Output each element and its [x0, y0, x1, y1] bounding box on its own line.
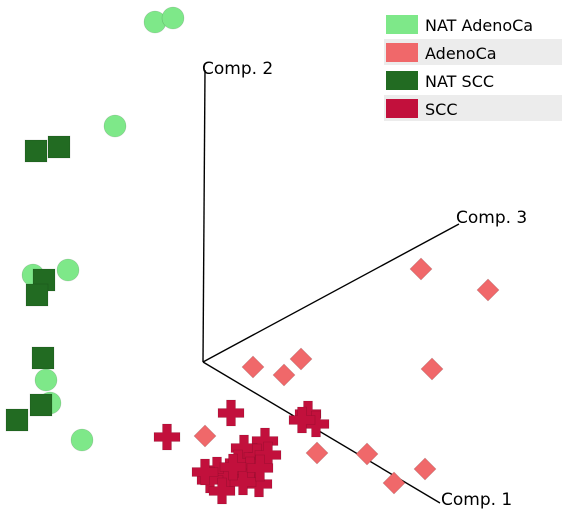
legend-label: SCC [425, 100, 458, 119]
axes-group: Comp. 2 Comp. 3 Comp. 1 [202, 59, 527, 510]
adenoca-point [241, 355, 265, 379]
legend-item-nat-scc: NAT SCC [386, 71, 494, 91]
scc-point [288, 406, 316, 434]
series-nat-adenoca [21, 6, 185, 452]
adenoca-point [272, 363, 296, 387]
legend-item-nat-adenoca: NAT AdenoCa [386, 15, 533, 35]
series-nat-scc [5, 135, 71, 432]
nat-adenoca-point [56, 258, 80, 282]
adenoca-point [289, 347, 313, 371]
data-points [5, 6, 500, 505]
scc-point [153, 423, 181, 451]
adenoca-point [355, 442, 379, 466]
axis-comp1-label: Comp. 1 [441, 490, 512, 510]
adenoca-point [193, 424, 217, 448]
legend-label: NAT SCC [425, 72, 494, 91]
scc-point [191, 458, 219, 486]
adenoca-point [420, 357, 444, 381]
legend-item-scc: SCC [384, 95, 562, 121]
nat-adenoca-point [70, 428, 94, 452]
axis-comp3-label: Comp. 3 [456, 208, 527, 228]
nat-adenoca-point [103, 114, 127, 138]
scc-point [246, 454, 274, 482]
nat-scc-point [47, 135, 71, 159]
legend-swatch [386, 15, 418, 34]
scc-point [217, 399, 245, 427]
series-scc [153, 399, 330, 505]
scc-point [208, 477, 236, 505]
series-adenoca [193, 257, 500, 495]
adenoca-point [476, 278, 500, 302]
axis-comp2-label: Comp. 2 [202, 59, 273, 79]
nat-scc-point [31, 346, 55, 370]
nat-adenoca-point [34, 368, 58, 392]
nat-scc-point [29, 393, 53, 417]
adenoca-point [413, 457, 437, 481]
axis-comp2-line [202, 69, 206, 363]
adenoca-point [305, 441, 329, 465]
nat-scc-point [24, 139, 48, 163]
legend-swatch [386, 99, 418, 118]
legend-swatch [386, 43, 418, 62]
adenoca-point [409, 257, 433, 281]
nat-scc-point [25, 283, 49, 307]
legend-label: NAT AdenoCa [425, 16, 533, 35]
legend-label: AdenoCa [425, 44, 497, 63]
nat-scc-point [5, 408, 29, 432]
axis-comp3-line [202, 223, 460, 363]
legend-swatch [386, 71, 418, 90]
legend: NAT AdenoCa AdenoCa NAT SCC SCC [384, 15, 562, 121]
legend-item-adenoca: AdenoCa [384, 39, 562, 65]
nat-adenoca-point [161, 6, 185, 30]
scc-point [219, 453, 247, 481]
adenoca-point [382, 471, 406, 495]
